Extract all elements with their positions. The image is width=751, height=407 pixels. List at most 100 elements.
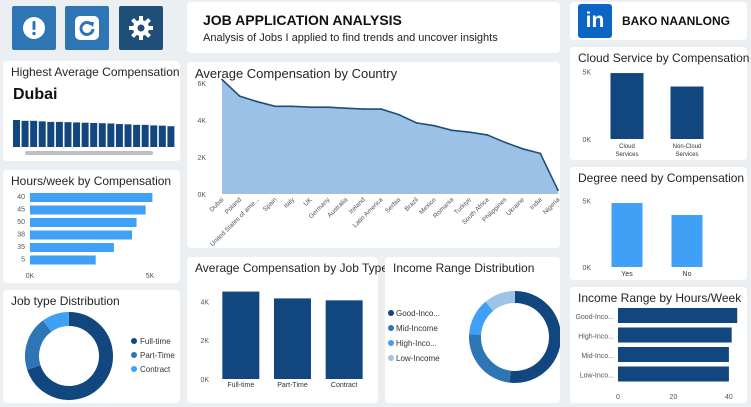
highest-comp-bar (90, 122, 98, 147)
legend-label: Contract (140, 365, 171, 374)
job-type-chart: Full-time Part-Time Contract (25, 312, 175, 400)
country-point (504, 141, 506, 144)
brand-name: BAKO NAANLONG (622, 14, 730, 28)
hours-bar (30, 205, 146, 215)
income-hours-x-tick: 0 (616, 394, 620, 401)
highest-comp-value: Dubai (13, 86, 58, 103)
income-hours-bar (618, 308, 738, 323)
hours-bar (30, 243, 114, 252)
highest-comp-bar (64, 122, 72, 147)
country-y-tick: 6K (197, 81, 206, 88)
degree-comp-bar (671, 215, 703, 267)
job-type-comp-bar (274, 298, 311, 379)
country-point (327, 106, 330, 109)
degree-comp-bar (611, 203, 643, 267)
country-y-tick: 2K (197, 155, 206, 162)
job-type-slice (27, 312, 113, 400)
degree-comp-y-tick: 0K (582, 265, 591, 272)
country-point (274, 105, 276, 108)
job-type-comp-chart: 4K 2K 0K Full-time Part-Time Contract (200, 291, 363, 389)
country-point (539, 152, 542, 155)
highest-comp-bar (133, 124, 141, 147)
hours-bar (30, 255, 96, 265)
gear-icon (129, 16, 153, 40)
income-range-slice (485, 291, 516, 311)
job-type-comp-x-label: Full-time (227, 382, 254, 389)
country-point (238, 95, 241, 98)
country-point (380, 108, 383, 110)
job-type-comp-y-tick: 0K (200, 377, 209, 384)
legend-marker (131, 352, 137, 358)
job-type-comp-bar (325, 300, 363, 379)
cloud-comp-chart: 5K 0K Cloud Services Non-Cloud Services (582, 70, 704, 158)
alert-icon (23, 17, 45, 39)
income-hours-y-label: Low-Inco... (580, 373, 614, 380)
degree-comp-title: Degree need by Compensation (578, 171, 745, 185)
income-hours-x-tick: 40 (725, 394, 733, 401)
degree-comp-chart: 5K 0K Yes No (582, 198, 703, 278)
cloud-comp-y-tick: 5K (582, 70, 591, 77)
linkedin-logo[interactable]: in (578, 4, 612, 38)
income-range-slice (469, 334, 512, 383)
hours-y-label: 38 (17, 232, 25, 239)
job-type-comp-x-label: Contract (331, 382, 358, 389)
horizontal-scrollbar[interactable] (25, 151, 153, 155)
highest-comp-bar (98, 123, 106, 147)
hours-bar (30, 193, 153, 202)
income-hours-bar (618, 366, 729, 382)
income-hours-chart: Good-Inco... High-Inco... Mid-Inco... Low-I… (575, 308, 738, 401)
cloud-comp-y-tick: 0K (582, 137, 591, 144)
highest-comp-bar (55, 121, 63, 147)
settings-button[interactable] (119, 6, 163, 50)
hours-y-label: 40 (17, 194, 25, 201)
country-point (450, 129, 453, 132)
highest-comp-bar (150, 125, 158, 147)
legend-label: Good-Inco... (396, 309, 440, 318)
legend-marker (131, 366, 137, 372)
country-point (397, 113, 400, 116)
country-point (291, 105, 294, 108)
income-hours-bar (618, 347, 729, 362)
country-point (256, 100, 259, 103)
avg-country-card: Average Compensation by Country 6K 4K 2K 0K… (187, 62, 560, 248)
legend-label: High-Inco... (396, 339, 437, 348)
refresh-button[interactable] (65, 6, 109, 50)
legend-label: Part-Time (140, 351, 175, 360)
country-point (221, 78, 223, 81)
legend-marker (388, 325, 394, 331)
country-point (309, 106, 312, 109)
legend-marker (388, 340, 394, 346)
highest-comp-title: Highest Average Compensation (11, 65, 180, 79)
cloud-comp-bar (610, 73, 644, 139)
highest-comp-bar (107, 123, 115, 147)
hours-y-label: 35 (17, 244, 25, 251)
page-title: JOB APPLICATION ANALYSIS (203, 12, 402, 28)
country-point (521, 147, 524, 150)
highest-comp-bar (38, 121, 46, 147)
country-y-tick: 0K (197, 192, 206, 199)
hours-y-label: 50 (17, 219, 25, 226)
country-point (344, 107, 347, 110)
income-range-chart: Good-Inco... Mid-Income High-Inco... Low-In… (388, 291, 560, 383)
income-hours-y-label: Mid-Inco... (581, 353, 614, 360)
country-x-label: UK (302, 196, 314, 208)
cloud-comp-title: Cloud Service by Compensation (578, 51, 750, 65)
job-type-title: Job type Distribution (11, 294, 120, 308)
highest-comp-bar (21, 120, 29, 147)
highest-comp-bar (47, 121, 55, 147)
cloud-comp-card: Cloud Service by Compensation 5K 0K Cloud S… (570, 47, 750, 160)
alert-button[interactable] (12, 6, 56, 50)
income-hours-bar (618, 327, 732, 343)
income-range-card: Income Range Distribution Good-Inco... Mi… (385, 257, 560, 403)
degree-comp-x-label: Yes (621, 271, 633, 278)
hours-x-tick: 0K (26, 273, 35, 280)
job-type-comp-x-label: Part-Time (277, 382, 308, 389)
degree-comp-y-tick: 5K (582, 198, 591, 205)
avg-country-title: Average Compensation by Country (195, 66, 398, 81)
hours-x-tick: 5K (146, 273, 155, 280)
legend-marker (388, 310, 394, 316)
legend-marker (131, 338, 137, 344)
country-x-label: Nigeria (542, 196, 560, 216)
hours-bar (30, 218, 137, 227)
